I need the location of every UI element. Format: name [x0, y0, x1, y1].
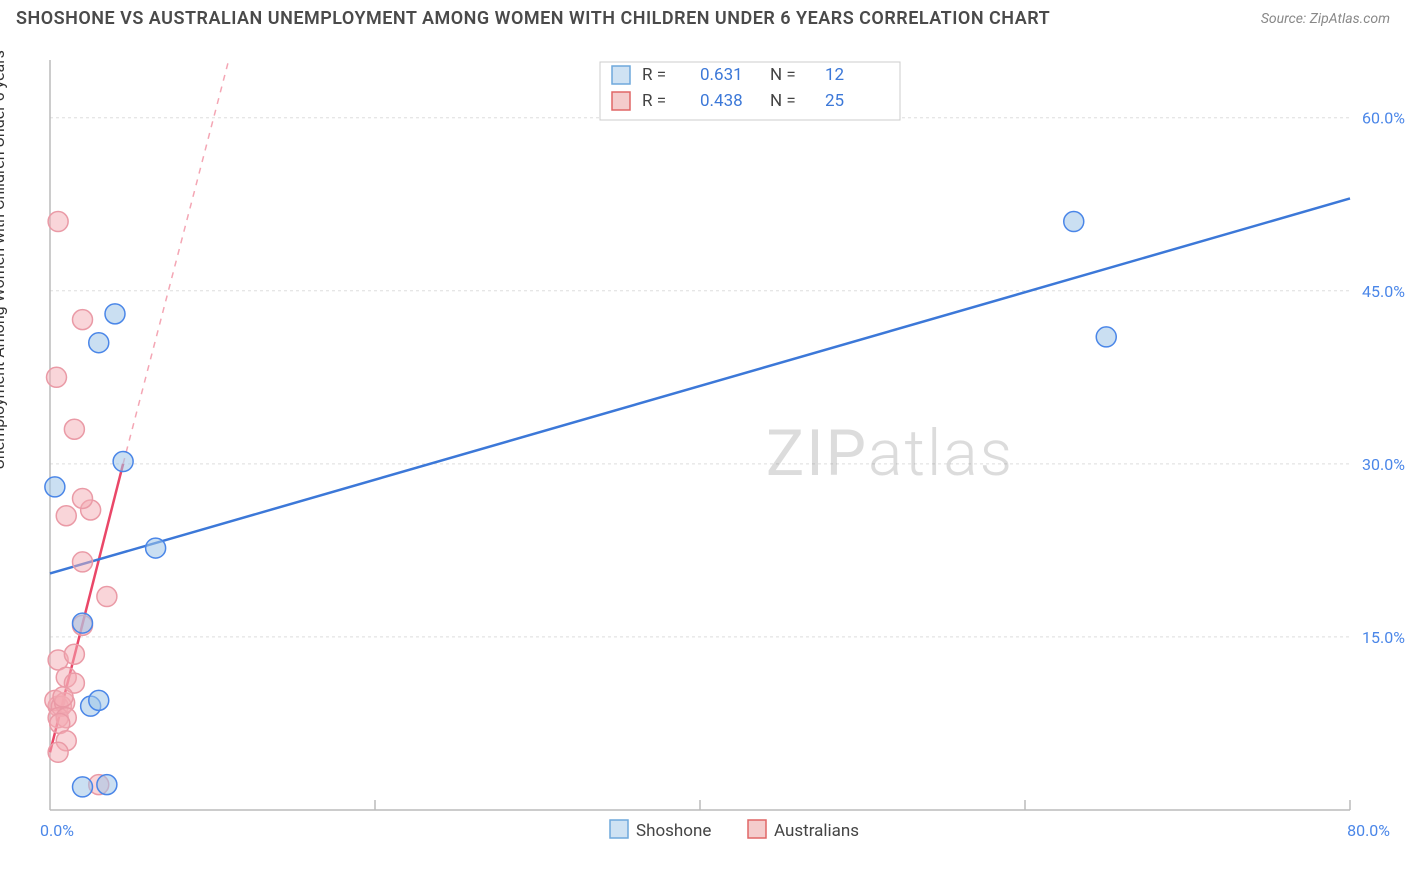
y-tick-label: 30.0%: [1362, 455, 1405, 474]
legend-n-label: N =: [770, 91, 796, 111]
data-point-australians: [48, 212, 68, 232]
x-tick-label: 80.0%: [1347, 821, 1390, 840]
legend-series-label: Shoshone: [636, 821, 711, 841]
data-point-shoshone: [73, 777, 93, 797]
legend-n-value: 12: [825, 65, 844, 85]
legend-swatch: [610, 820, 628, 838]
y-tick-label: 60.0%: [1362, 109, 1405, 128]
legend-swatch: [748, 820, 766, 838]
y-tick-label: 45.0%: [1362, 282, 1405, 301]
data-point-shoshone: [113, 452, 133, 472]
legend-swatch: [612, 92, 630, 110]
chart-area: Unemployment Among Women with Children U…: [0, 40, 1406, 892]
legend-n-label: N =: [770, 65, 796, 85]
data-point-australians: [97, 587, 117, 607]
data-point-australians: [73, 310, 93, 330]
data-point-shoshone: [105, 304, 125, 324]
data-point-australians: [53, 687, 73, 707]
data-point-australians: [64, 644, 84, 664]
data-point-shoshone: [73, 613, 93, 633]
legend-swatch: [612, 66, 630, 84]
legend-r-value: 0.438: [700, 91, 743, 111]
x-tick-label: 0.0%: [40, 821, 74, 840]
data-point-shoshone: [89, 690, 109, 710]
data-point-australians: [56, 506, 76, 526]
data-point-shoshone: [45, 477, 65, 497]
trend-line-shoshone: [50, 198, 1350, 573]
chart-header: SHOSHONE VS AUSTRALIAN UNEMPLOYMENT AMON…: [0, 0, 1406, 33]
data-point-shoshone: [89, 333, 109, 353]
data-point-shoshone: [97, 775, 117, 795]
legend-series-label: Australians: [774, 821, 859, 841]
data-point-australians: [48, 742, 68, 762]
data-point-australians: [73, 488, 93, 508]
legend-r-value: 0.631: [700, 65, 743, 85]
chart-source: Source: ZipAtlas.com: [1261, 11, 1390, 27]
legend-r-label: R =: [642, 91, 666, 111]
data-point-shoshone: [1096, 327, 1116, 347]
data-point-australians: [73, 552, 93, 572]
correlation-scatter-chart: 15.0% 30.0% 45.0% 60.0% 0.0% 80.0% ZIPatlas R =…: [0, 40, 1406, 892]
watermark: ZIPatlas: [766, 416, 1014, 491]
data-point-shoshone: [1064, 212, 1084, 232]
data-point-shoshone: [146, 538, 166, 558]
legend-r-label: R =: [642, 65, 666, 85]
data-point-australians: [64, 419, 84, 439]
chart-title: SHOSHONE VS AUSTRALIAN UNEMPLOYMENT AMON…: [16, 8, 1050, 29]
data-point-australians: [47, 367, 67, 387]
y-axis-label: Unemployment Among Women with Children U…: [0, 50, 8, 469]
trend-line-australians-ext: [123, 60, 229, 464]
legend-n-value: 25: [825, 91, 844, 111]
y-tick-label: 15.0%: [1362, 628, 1405, 647]
